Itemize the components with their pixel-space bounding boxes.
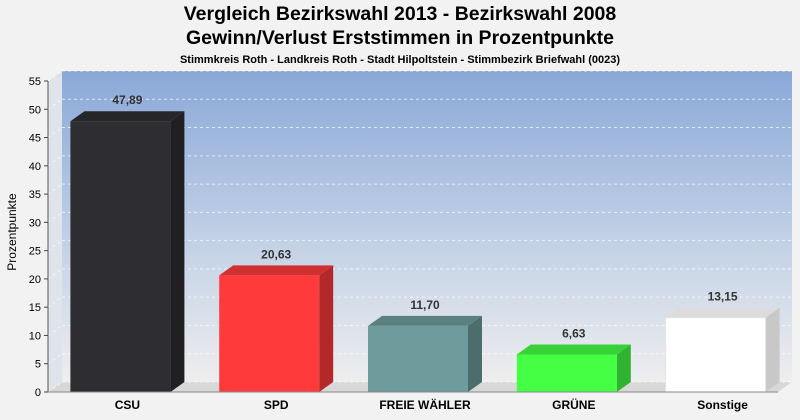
bar-side: [616, 344, 631, 392]
y-tick-label: 50: [29, 104, 41, 116]
data-label: 6,63: [562, 327, 586, 341]
x-tick-label: FREIE WÄHLER: [379, 397, 471, 412]
y-tick-label: 0: [35, 387, 41, 399]
bar-side: [468, 315, 482, 392]
grid-line-side: [47, 127, 63, 138]
y-tick-label: 45: [29, 133, 41, 145]
bar: [70, 121, 171, 392]
bar-side: [170, 111, 185, 392]
y-tick-label: 20: [29, 274, 41, 286]
grid-line-side: [47, 268, 63, 280]
grid-line-side: [47, 296, 63, 308]
bar-side: [319, 265, 334, 392]
grid-line-side: [47, 183, 63, 195]
x-tick-label: Sonstige: [697, 398, 748, 412]
grid-line-side: [47, 211, 63, 223]
data-label: 11,70: [410, 298, 440, 312]
x-tick-label: SPD: [264, 398, 289, 412]
chart-subtitle-line: Gewinn/Verlust Erststimmen in Prozentpun…: [185, 27, 614, 49]
bar: [219, 275, 320, 392]
y-tick-label: 5: [35, 359, 41, 371]
y-tick-label: 15: [29, 302, 41, 314]
plot-side-wall: [48, 71, 62, 392]
grid-line-side: [47, 240, 63, 252]
grid-line-side: [47, 353, 63, 365]
x-tick-label: CSU: [115, 398, 140, 412]
grid-line-side: [47, 155, 63, 167]
chart-subtitle: Stimmkreis Roth - Landkreis Roth - Stadt…: [179, 54, 621, 66]
y-tick-label: 30: [29, 217, 41, 229]
bar-top: [70, 111, 185, 122]
bar-top: [665, 307, 780, 318]
y-tick-label: 35: [29, 189, 41, 201]
y-tick-label: 40: [29, 161, 41, 173]
bar-side: [765, 307, 780, 392]
grid-line-side: [47, 98, 63, 110]
bar-top: [516, 344, 631, 355]
y-tick-label: 10: [29, 330, 41, 342]
y-tick-label: 55: [29, 76, 41, 88]
data-label: 13,15: [708, 290, 738, 304]
bar: [516, 354, 617, 392]
grid-line-side: [47, 325, 63, 336]
bar-top: [219, 265, 334, 276]
y-axis-label: Prozentpunkte: [5, 193, 19, 271]
y-tick-label: 25: [29, 246, 41, 258]
bar: [665, 317, 767, 393]
x-tick-label: GRÜNE: [552, 397, 595, 412]
grid-line-side: [47, 70, 63, 82]
grid-line-side: [47, 381, 63, 393]
data-label: 20,63: [261, 247, 291, 261]
chart-title: Vergleich Bezirkswahl 2013 - Bezirkswahl…: [183, 3, 617, 25]
bar-top: [368, 315, 482, 326]
bar: [368, 325, 468, 392]
data-label: 47,89: [112, 93, 142, 107]
